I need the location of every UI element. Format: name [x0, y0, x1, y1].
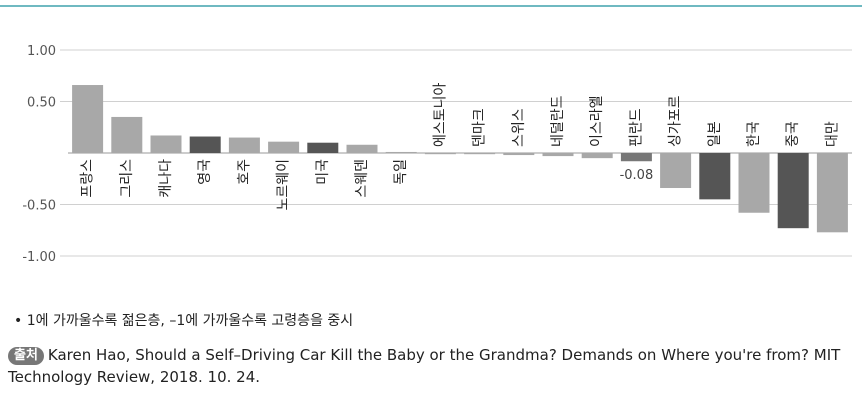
category-label: 중국 [785, 121, 801, 147]
source-citation: 출처 Karen Hao, Should a Self–Driving Car K… [8, 344, 858, 388]
bar [424, 153, 456, 155]
category-label: 대만 [824, 121, 840, 147]
y-tick-label: -0.50 [22, 199, 56, 214]
category-label: 영국 [197, 159, 213, 185]
y-tick-labels: 1.00 0.50 -0.50 -1.00 [22, 44, 56, 265]
y-tick-label: 1.00 [27, 44, 56, 59]
chart-note: • 1에 가까울수록 젊은층, –1에 가까울수록 고령층을 중시 [14, 313, 354, 329]
category-label: 프랑스 [80, 159, 96, 198]
category-label: 캐나다 [158, 159, 174, 198]
bar [385, 151, 417, 154]
category-label: 미국 [315, 159, 331, 185]
bar [777, 153, 809, 229]
category-label: 호주 [236, 159, 252, 185]
bar [72, 85, 104, 153]
y-tick-label: -1.00 [22, 250, 56, 265]
bar [660, 153, 692, 189]
bar [738, 153, 770, 213]
bar [189, 136, 221, 153]
y-tick-label: 0.50 [27, 96, 56, 111]
bar [542, 153, 574, 157]
category-label: 에스토니아 [432, 82, 448, 147]
bar [228, 137, 260, 153]
category-label: 네덜란드 [550, 95, 566, 147]
bar [503, 153, 535, 156]
category-label: 스위스 [511, 108, 527, 147]
bar-chart: 1.00 0.50 -0.50 -1.00 프랑스 그리스 캐나다 영국 호주 노르웨이 미국 스웨… [22, 44, 852, 265]
category-labels: 프랑스 그리스 캐나다 영국 호주 노르웨이 미국 스웨덴 독일 에스토니아 덴마크 스위스 네덜란드 이… [80, 82, 841, 210]
bar [620, 153, 652, 162]
bar [346, 144, 378, 153]
category-label: 싱가포르 [668, 95, 684, 147]
top-rule [0, 5, 862, 7]
category-label: 독일 [393, 159, 409, 185]
category-label: 그리스 [119, 159, 135, 198]
category-label: 노르웨이 [276, 159, 292, 211]
bar [268, 141, 300, 153]
category-label: 덴마크 [472, 108, 488, 147]
bar [307, 142, 339, 153]
bar [581, 153, 613, 159]
source-badge: 출처 [8, 347, 44, 365]
bar [816, 153, 848, 233]
category-label: 일본 [707, 121, 723, 147]
category-label: 핀란드 [628, 108, 644, 147]
category-label: 스웨덴 [354, 159, 370, 198]
bar [111, 116, 143, 153]
bars [72, 85, 848, 233]
data-label: -0.08 [620, 168, 654, 183]
bar [150, 135, 182, 153]
source-text: Karen Hao, Should a Self–Driving Car Kil… [8, 346, 841, 386]
category-label: 한국 [746, 121, 762, 147]
data-labels: -0.08 [620, 168, 654, 183]
bar [464, 153, 496, 155]
category-label: 이스라엘 [589, 95, 605, 147]
bar [699, 153, 731, 200]
